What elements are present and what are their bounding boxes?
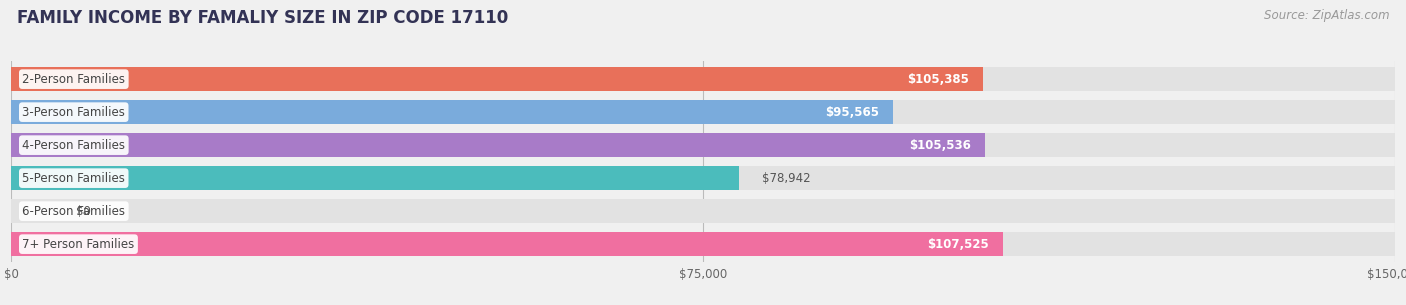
Text: 3-Person Families: 3-Person Families [22, 106, 125, 119]
Bar [11, 199, 1395, 223]
Text: $105,536: $105,536 [908, 139, 970, 152]
Text: 7+ Person Families: 7+ Person Families [22, 238, 135, 251]
Bar [11, 232, 1395, 256]
Bar [11, 232, 1002, 256]
Text: 5-Person Families: 5-Person Families [22, 172, 125, 185]
Bar [11, 166, 1395, 190]
Text: $95,565: $95,565 [825, 106, 879, 119]
Text: 4-Person Families: 4-Person Families [22, 139, 125, 152]
Bar [11, 67, 1395, 91]
Text: Source: ZipAtlas.com: Source: ZipAtlas.com [1264, 9, 1389, 22]
Bar [11, 100, 893, 124]
Text: $0: $0 [76, 205, 90, 218]
Text: 2-Person Families: 2-Person Families [22, 73, 125, 86]
Bar [11, 133, 1395, 157]
Bar [11, 133, 984, 157]
Text: 6-Person Families: 6-Person Families [22, 205, 125, 218]
Bar [11, 166, 740, 190]
Bar [11, 67, 983, 91]
Text: $105,385: $105,385 [907, 73, 969, 86]
Text: $78,942: $78,942 [762, 172, 811, 185]
Text: FAMILY INCOME BY FAMALIY SIZE IN ZIP CODE 17110: FAMILY INCOME BY FAMALIY SIZE IN ZIP COD… [17, 9, 508, 27]
Bar [11, 100, 1395, 124]
Text: $107,525: $107,525 [928, 238, 990, 251]
